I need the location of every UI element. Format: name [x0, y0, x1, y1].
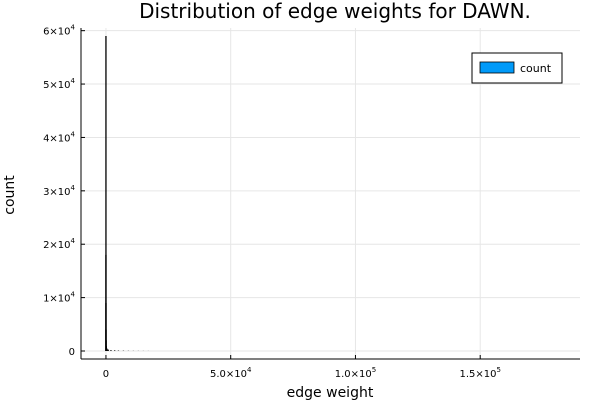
y-tick-label: 2×104 — [43, 237, 75, 251]
legend: count — [471, 52, 563, 84]
y-tick-label: 1×104 — [43, 291, 75, 305]
y-axis-label: count — [2, 175, 18, 215]
axes — [80, 28, 580, 360]
x-tick-label: 1.0×105 — [335, 366, 376, 380]
x-axis-label: edge weight — [287, 385, 374, 400]
y-tick-exponent: 4 — [71, 184, 76, 192]
y-tick-exponent: 4 — [71, 77, 76, 85]
y-tick-label: 3×104 — [43, 184, 75, 198]
chart-title: Distribution of edge weights for DAWN. — [139, 0, 531, 23]
y-tick-label: 6×104 — [43, 24, 75, 38]
histogram-bars — [105, 36, 150, 351]
y-tick-exponent: 4 — [71, 237, 76, 245]
x-tick-label: 0 — [103, 369, 109, 380]
legend-swatch-count — [479, 61, 515, 74]
x-tick-label: 1.5×105 — [459, 366, 500, 380]
y-tick-label: 0 — [69, 347, 75, 358]
grid-lines — [81, 28, 580, 359]
y-tick-exponent: 4 — [71, 291, 76, 299]
legend-box — [471, 52, 563, 84]
y-tick-label: 5×104 — [43, 77, 75, 91]
y-tick-exponent: 4 — [71, 24, 76, 32]
tick-labels: 0 5.0×104 1.0×105 1.5×105 0 1×104 2×104 3×104 4×… — [43, 24, 501, 380]
x-tick-exponent: 4 — [247, 366, 252, 374]
y-tick-label: 4×104 — [43, 130, 75, 144]
y-tick-exponent: 4 — [71, 130, 76, 138]
x-tick-label: 5.0×104 — [210, 366, 252, 380]
x-tick-exponent: 5 — [372, 366, 376, 374]
x-tick-exponent: 5 — [496, 366, 500, 374]
legend-label-count: count — [520, 62, 552, 75]
